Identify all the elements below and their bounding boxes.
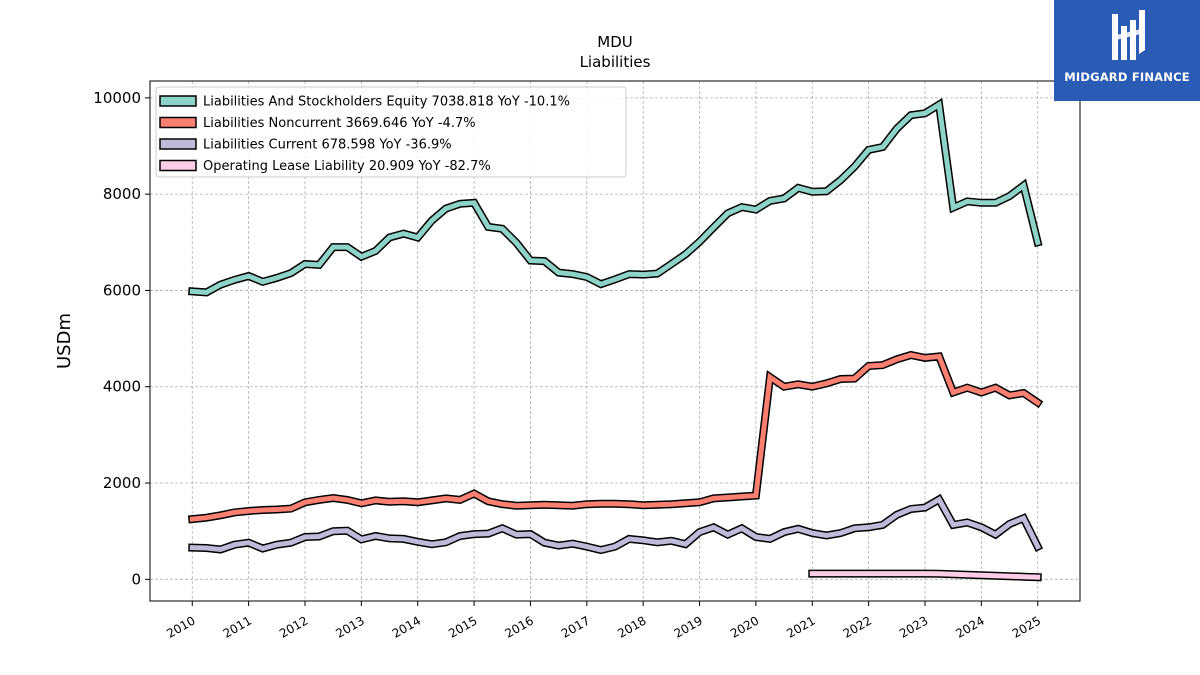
x-tick-label: 2014 — [390, 613, 423, 640]
x-tick-label: 2023 — [897, 613, 930, 640]
y-tick-label: 4000 — [103, 378, 141, 396]
x-axis: 2010 2011 2012 2013 2014 2015 2016 2017 2018 2019… — [164, 601, 1043, 641]
y-tick-label: 6000 — [103, 281, 141, 299]
series-current — [188, 493, 1044, 555]
x-tick-label: 2015 — [446, 613, 479, 640]
x-tick-label: 2020 — [728, 613, 761, 640]
x-tick-label: 2012 — [277, 613, 310, 640]
y-axis: 0 2000 4000 6000 8000 10000 — [93, 89, 150, 588]
x-tick-label: 2025 — [1010, 613, 1043, 640]
legend-entry: Operating Lease Liability 20.909 YoY -82… — [203, 159, 491, 174]
legend: Liabilities And Stockholders Equity 7038… — [155, 86, 627, 178]
legend-swatch — [159, 159, 197, 172]
legend-entry: Liabilities And Stockholders Equity 7038… — [203, 95, 570, 110]
series-line — [809, 571, 1041, 580]
y-tick-label: 10000 — [93, 89, 141, 107]
x-tick-label: 2021 — [784, 613, 817, 640]
series-layer — [187, 97, 1044, 582]
x-tick-label: 2017 — [559, 613, 592, 640]
chart-title: MDU — [597, 33, 632, 51]
series-equity — [188, 97, 1043, 297]
plot-frame — [149, 80, 1081, 602]
legend-swatch — [159, 95, 197, 107]
y-tick-label: 8000 — [103, 185, 141, 203]
legend-box — [155, 86, 627, 178]
x-tick-label: 2010 — [164, 613, 197, 640]
series-noncurrent — [187, 350, 1044, 524]
x-tick-label: 2024 — [953, 613, 986, 640]
series-line — [189, 100, 1041, 295]
series-lease — [808, 569, 1042, 582]
midgard-logo-text: MIDGARD FINANCE — [1064, 70, 1190, 84]
midgard-logo-icon — [1112, 10, 1145, 60]
midgard-logo: MIDGARD FINANCE — [1054, 0, 1200, 101]
x-tick-label: 2018 — [615, 613, 648, 640]
legend-swatch — [159, 116, 197, 129]
legend-swatch — [159, 138, 197, 150]
y-axis-label: USDm — [54, 313, 75, 369]
legend-entry: Liabilities Noncurrent 3669.646 YoY -4.7… — [203, 116, 476, 131]
series-line — [189, 495, 1042, 553]
legend-entry: Liabilities Current 678.598 YoY -36.9% — [203, 138, 452, 153]
chart-subtitle: Liabilities — [580, 53, 651, 71]
series-line-outline — [187, 350, 1044, 524]
x-tick-label: 2022 — [841, 613, 874, 640]
series-line — [189, 352, 1042, 522]
x-tick-label: 2011 — [221, 613, 254, 640]
y-tick-label: 0 — [131, 570, 141, 588]
x-tick-label: 2013 — [333, 613, 366, 640]
x-tick-label: 2019 — [672, 613, 705, 640]
x-tick-label: 2016 — [503, 613, 536, 640]
y-tick-label: 2000 — [103, 474, 141, 492]
